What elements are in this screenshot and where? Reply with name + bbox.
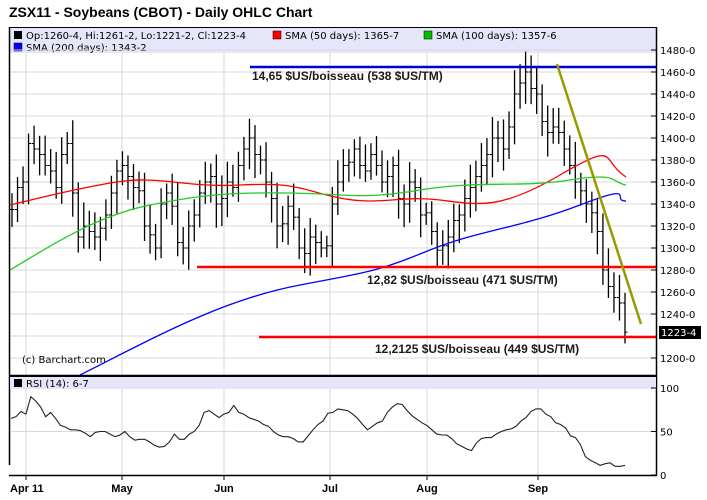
legend-ohlc: Op:1260-4, Hi:1261-2, Lo:1221-2, Cl:1223… — [26, 31, 246, 42]
svg-text:1420-0: 1420-0 — [660, 112, 695, 123]
svg-text:Sep: Sep — [528, 483, 548, 495]
copyright: (c) Barchart.com — [22, 355, 106, 366]
svg-text:1480-0: 1480-0 — [660, 46, 695, 57]
svg-text:1400-0: 1400-0 — [660, 134, 695, 145]
rsi-panel: 100 50 0 — [10, 384, 679, 482]
resistance-label: 14,65 $US/boisseau (538 $US/TM) — [252, 69, 443, 83]
legend-sma100: SMA (100 days): 1357-6 — [436, 31, 557, 42]
rsi-legend-band — [10, 377, 656, 389]
time-axis: Apr 11 May Jun Jul Aug Sep — [10, 475, 548, 495]
moving-averages — [9, 155, 627, 376]
svg-text:Apr 11: Apr 11 — [10, 483, 44, 495]
legend-sma50: SMA (50 days): 1365-7 — [285, 31, 399, 42]
sma100-swatch — [423, 30, 433, 40]
rsi-swatch — [14, 379, 22, 387]
legend-sma200: SMA (200 days): 1343-2 — [26, 43, 147, 54]
sma50-swatch — [272, 30, 282, 40]
svg-text:1240-0: 1240-0 — [660, 310, 695, 321]
sma200-swatch — [13, 42, 23, 52]
svg-text:May: May — [111, 483, 133, 495]
svg-text:1280-0: 1280-0 — [660, 266, 695, 277]
svg-text:100: 100 — [660, 384, 679, 395]
svg-text:1360-0: 1360-0 — [660, 178, 695, 189]
svg-text:1260-0: 1260-0 — [660, 288, 695, 299]
svg-text:1200-0: 1200-0 — [660, 354, 695, 365]
svg-text:1320-0: 1320-0 — [660, 222, 695, 233]
ohlc-bars — [9, 51, 628, 344]
svg-text:1440-0: 1440-0 — [660, 90, 695, 101]
svg-text:1300-0: 1300-0 — [660, 244, 695, 255]
last-price-tag — [659, 326, 701, 339]
chart-title: ZSX11 - Soybeans (CBOT) - Daily OHLC Cha… — [9, 4, 313, 20]
rsi-label: RSI (14): 6-7 — [26, 379, 89, 390]
support1-label: 12,82 $US/boisseau (471 $US/TM) — [367, 273, 558, 287]
price-axis: 1480-0 1460-0 1440-0 1420-0 1400-0 1380-0 1360… — [651, 46, 695, 365]
svg-text:1460-0: 1460-0 — [660, 68, 695, 79]
svg-text:0: 0 — [660, 471, 666, 482]
legend-band — [9, 27, 656, 53]
last-price-value: 1223-4 — [661, 328, 696, 339]
svg-text:1380-0: 1380-0 — [660, 156, 695, 167]
support2-label: 12,2125 $US/boisseau (449 $US/TM) — [375, 342, 579, 356]
svg-text:50: 50 — [660, 428, 673, 439]
legend: Op:1260-4, Hi:1261-2, Lo:1221-2, Cl:1223… — [13, 30, 557, 54]
svg-text:Jun: Jun — [214, 483, 234, 495]
price-levels — [197, 63, 656, 339]
svg-text:Jul: Jul — [322, 483, 338, 495]
svg-text:Aug: Aug — [416, 483, 437, 495]
svg-text:1340-0: 1340-0 — [660, 200, 695, 211]
ohlc-swatch — [14, 31, 22, 39]
